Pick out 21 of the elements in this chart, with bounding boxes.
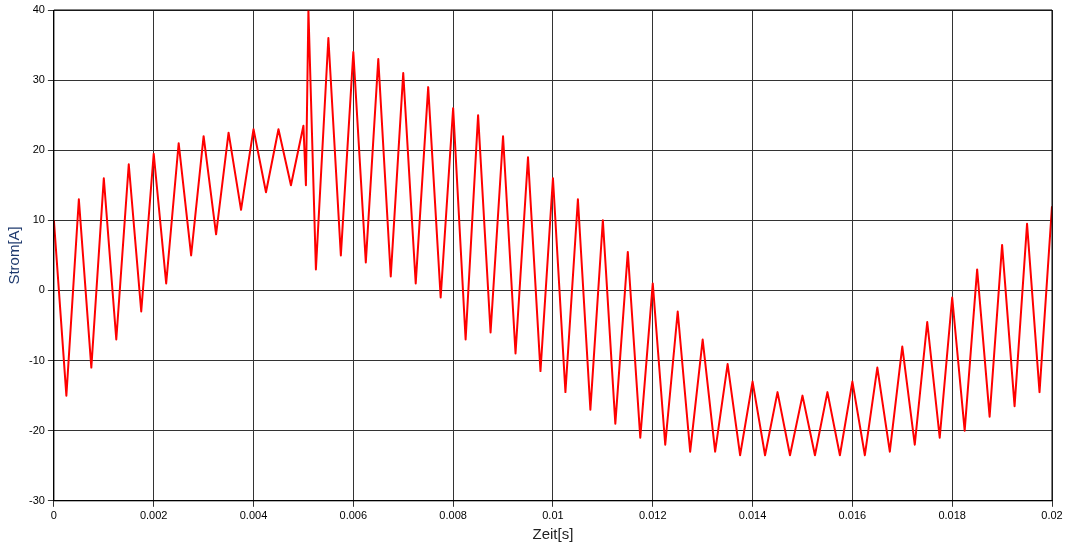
x-tick-label: 0.008 (439, 509, 467, 522)
y-tick-label: 10 (32, 213, 45, 226)
x-tick-label: 0.02 (1041, 509, 1063, 522)
x-tick-label: 0.004 (239, 509, 268, 522)
y-tick-label: 40 (32, 3, 45, 16)
x-tick-label: 0.002 (139, 509, 168, 522)
y-tick-label: -30 (28, 493, 45, 506)
x-tick-label: 0.01 (542, 509, 564, 522)
y-tick-label: -10 (28, 353, 45, 366)
x-tick-label: 0.018 (938, 509, 966, 522)
y-axis-title: Strom[A] (5, 226, 23, 285)
x-tick-label: 0.014 (738, 509, 767, 522)
x-tick-label: 0 (50, 509, 57, 522)
x-axis-title: Zeit[s] (532, 525, 574, 543)
x-tick-label: 0.016 (838, 509, 867, 522)
y-tick-label: 30 (32, 73, 45, 86)
y-tick-label: 20 (32, 143, 45, 156)
y-tick-label: 0 (38, 283, 45, 296)
y-tick-label: -20 (28, 423, 45, 436)
x-tick-label: 0.006 (339, 509, 368, 522)
x-tick-label: 0.012 (638, 509, 667, 522)
